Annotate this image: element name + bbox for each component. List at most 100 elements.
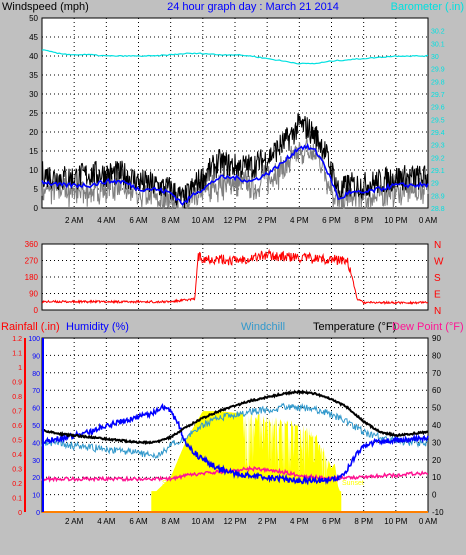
direction-tick-label: 90 xyxy=(29,290,38,299)
wind-direction-series xyxy=(42,248,429,306)
rain-tick-label: 1.1 xyxy=(12,351,22,358)
time-tick-label: 0 AM xyxy=(419,517,438,526)
barometer-series xyxy=(41,49,429,65)
wind-barometer-panel: 0 5 10 15 20 25 30 35 40 45 50 28.8 28.9 29 29.1 29.2 2… xyxy=(29,14,445,225)
barometer-tick-label: 29.2 xyxy=(431,155,445,162)
wind-average-series xyxy=(41,142,429,207)
direction-tick-label: 360 xyxy=(25,240,39,249)
temperature-tick-label: 0 xyxy=(432,491,437,500)
barometer-tick-label: 28.8 xyxy=(431,206,445,213)
temperature-tick-label: 70 xyxy=(432,369,441,378)
temperature-tick-label: 80 xyxy=(432,351,441,360)
rain-tick-label: 0.1 xyxy=(12,496,22,503)
compass-label: N xyxy=(434,306,441,317)
humidity-tick-label: 40 xyxy=(32,440,40,447)
humidity-tick-label: 0 xyxy=(36,510,40,517)
time-tick-label: 6 AM xyxy=(129,517,148,526)
temperature-tick-label: 30 xyxy=(432,438,441,447)
wind-tick-label: 40 xyxy=(29,52,38,61)
rain-tick-label: 0 xyxy=(18,510,22,517)
wind-tick-label: 45 xyxy=(29,33,38,42)
rain-tick-label: 1.2 xyxy=(12,336,22,343)
time-tick-label: 2 AM xyxy=(65,216,84,225)
direction-tick-label: 270 xyxy=(25,257,39,266)
time-tick-label: 8 PM xyxy=(354,517,373,526)
gust-series xyxy=(41,137,429,210)
time-tick-label: 12 PM xyxy=(223,216,246,225)
humidity-tick-label: 30 xyxy=(32,458,40,465)
wind-tick-label: 0 xyxy=(34,204,39,213)
wind-tick-label: 10 xyxy=(29,166,38,175)
temperature-humidity-panel: 0 0.1 0.2 0.3 0.4 0.5 0.6 0.7 0.8 0.9 1 1.1 1.2 0 10 2… xyxy=(12,334,444,526)
temperature-tick-label: 50 xyxy=(432,404,441,413)
temperature-legend: Temperature (°F) xyxy=(313,321,396,333)
humidity-tick-label: 70 xyxy=(32,388,40,395)
barometer-tick-label: 29.7 xyxy=(431,92,445,99)
barometer-tick-label: 30.2 xyxy=(431,29,445,36)
wind-tick-label: 25 xyxy=(29,109,38,118)
windchill-legend: Windchill xyxy=(241,321,285,333)
rain-tick-label: 0.5 xyxy=(12,438,22,445)
rain-tick-label: 0.8 xyxy=(12,394,22,401)
direction-tick-label: 180 xyxy=(25,273,39,282)
time-tick-label: 12 PM xyxy=(223,517,246,526)
time-tick-label: 2 AM xyxy=(65,517,84,526)
wind-tick-label: 30 xyxy=(29,90,38,99)
dew-point-legend: Dew Point (°F) xyxy=(392,321,464,333)
time-tick-label: 4 PM xyxy=(290,216,309,225)
time-tick-label: 4 AM xyxy=(97,216,116,225)
rain-bar xyxy=(151,491,342,512)
barometer-tick-label: 30 xyxy=(431,54,439,61)
humidity-tick-label: 20 xyxy=(32,475,40,482)
barometer-tick-label: 29.3 xyxy=(431,143,445,150)
time-tick-label: 10 PM xyxy=(384,216,407,225)
humidity-tick-label: 10 xyxy=(32,493,40,500)
barometer-tick-label: 29.5 xyxy=(431,117,445,124)
wind-tick-label: 35 xyxy=(29,71,38,80)
temperature-tick-label: 90 xyxy=(432,334,441,343)
barometer-tick-label: 28.9 xyxy=(431,193,445,200)
solar-area xyxy=(151,411,342,512)
humidity-tick-label: 60 xyxy=(32,406,40,413)
temperature-series xyxy=(41,390,429,446)
barometer-tick-label: 29.6 xyxy=(431,105,445,112)
compass-label: E xyxy=(434,290,441,301)
wind-tick-label: 50 xyxy=(29,14,38,23)
time-tick-label: 6 PM xyxy=(322,517,341,526)
barometer-tick-label: 29.8 xyxy=(431,79,445,86)
time-tick-label: 10 PM xyxy=(384,517,407,526)
wind-tick-label: 15 xyxy=(29,147,38,156)
windchill-series xyxy=(41,402,429,459)
time-tick-label: 8 PM xyxy=(354,216,373,225)
windspeed-series xyxy=(41,113,429,209)
wind-tick-label: 20 xyxy=(29,128,38,137)
time-tick-label: 6 PM xyxy=(322,216,341,225)
time-tick-label: 2 PM xyxy=(258,216,277,225)
humidity-axis-label: Humidity (%) xyxy=(66,321,129,333)
time-tick-label: 4 PM xyxy=(290,517,309,526)
rain-tick-label: 1 xyxy=(18,365,22,372)
compass-label: W xyxy=(434,257,444,268)
temperature-tick-label: 60 xyxy=(432,386,441,395)
barometer-tick-label: 29.1 xyxy=(431,168,445,175)
temperature-tick-label: 10 xyxy=(432,473,441,482)
time-tick-label: 8 AM xyxy=(162,216,181,225)
rain-tick-label: 0.6 xyxy=(12,423,22,430)
humidity-tick-label: 90 xyxy=(32,353,40,360)
chart-title: 24 hour graph day : March 21 2014 xyxy=(167,1,339,13)
time-tick-label: 0 AM xyxy=(419,216,438,225)
windspeed-axis-label: Windspeed (mph) xyxy=(2,1,89,13)
compass-label: N xyxy=(434,240,441,251)
time-tick-label: 6 AM xyxy=(129,216,148,225)
barometer-tick-label: 30.1 xyxy=(431,41,445,48)
time-tick-label: 10 AM xyxy=(191,517,214,526)
rain-tick-label: 0.4 xyxy=(12,452,22,459)
direction-tick-label: 0 xyxy=(34,306,39,315)
time-tick-label: 8 AM xyxy=(162,517,181,526)
barometer-tick-label: 29.4 xyxy=(431,130,445,137)
rain-tick-label: 0.7 xyxy=(12,409,22,416)
barometer-axis-label: Barometer (.in) xyxy=(391,1,464,13)
temperature-tick-label: 20 xyxy=(432,456,441,465)
